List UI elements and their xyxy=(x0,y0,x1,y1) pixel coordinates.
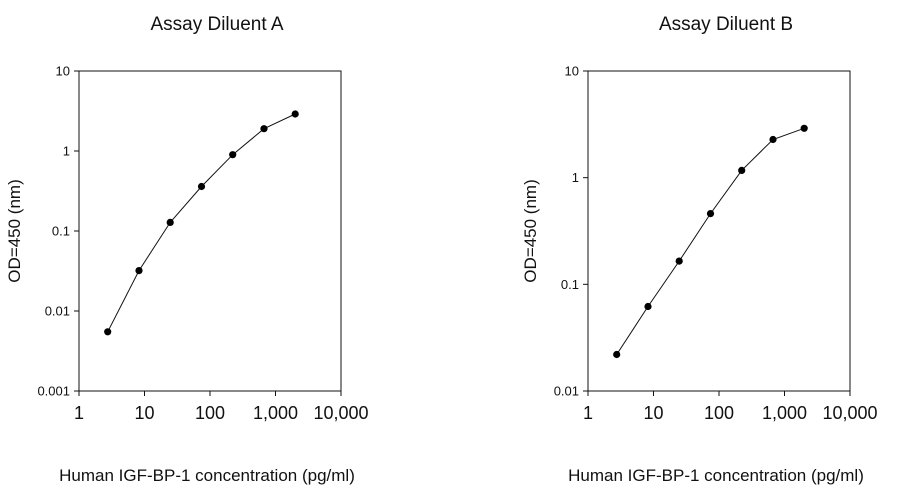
y-axis-label: OD=450 (nm) xyxy=(521,179,540,282)
data-point xyxy=(260,125,268,133)
x-tick-label: 1 xyxy=(74,403,84,423)
data-point xyxy=(104,328,112,336)
chart-assay-diluent-b: Assay Diluent B OD=450 (nm) Human IGF-BP… xyxy=(521,14,878,485)
data-point xyxy=(135,267,143,275)
y-tick-label: 0.01 xyxy=(554,384,579,399)
x-tick-label: 1 xyxy=(583,403,593,423)
x-tick-label: 10 xyxy=(134,403,154,423)
data-point xyxy=(166,218,174,226)
y-tick-label: 0.01 xyxy=(45,304,70,319)
x-tick-label: 10,000 xyxy=(313,403,368,423)
data-point xyxy=(197,182,206,191)
x-tick-label: 1,000 xyxy=(253,403,298,423)
y-tick-label: 0.1 xyxy=(561,277,579,292)
y-tick-label: 0.001 xyxy=(37,384,70,399)
chart-title: Assay Diluent B xyxy=(659,14,793,35)
y-tick-label: 1 xyxy=(63,144,70,159)
x-tick-label: 1,000 xyxy=(762,403,807,423)
x-axis-label: Human IGF-BP-1 concentration (pg/ml) xyxy=(568,466,864,485)
x-tick-label: 10,000 xyxy=(822,403,877,423)
y-axis-label: OD=450 (nm) xyxy=(5,179,24,282)
plot-frame xyxy=(587,70,851,392)
y-tick-label: 10 xyxy=(565,64,579,79)
data-point xyxy=(675,257,683,265)
data-point xyxy=(644,302,652,311)
data-point xyxy=(291,110,299,118)
data-point xyxy=(613,350,621,359)
y-tick-label: 10 xyxy=(56,64,70,79)
data-point xyxy=(229,151,237,159)
series-line xyxy=(107,113,296,333)
plot-frame xyxy=(78,70,342,392)
y-tick-label: 0.1 xyxy=(52,224,70,239)
data-point xyxy=(738,166,746,174)
plot-marks: 0.001 0.01 0.1 1 10 1 10 100 1,000 10,000 xyxy=(37,64,368,424)
series-line xyxy=(616,127,805,355)
x-tick-label: 100 xyxy=(704,403,734,423)
data-point xyxy=(769,135,777,144)
chart-title: Assay Diluent A xyxy=(150,14,283,35)
data-point xyxy=(706,210,715,218)
x-tick-label: 100 xyxy=(195,403,225,423)
x-tick-label: 10 xyxy=(643,403,663,423)
data-point xyxy=(800,124,808,132)
y-tick-label: 1 xyxy=(572,170,579,185)
chart-assay-diluent-a: Assay Diluent A OD=450 (nm) Human IGF-BP… xyxy=(5,14,369,485)
x-axis-label: Human IGF-BP-1 concentration (pg/ml) xyxy=(59,466,355,485)
plot-marks: 0.01 0.1 1 10 1 10 100 1,000 10,000 xyxy=(554,64,878,424)
